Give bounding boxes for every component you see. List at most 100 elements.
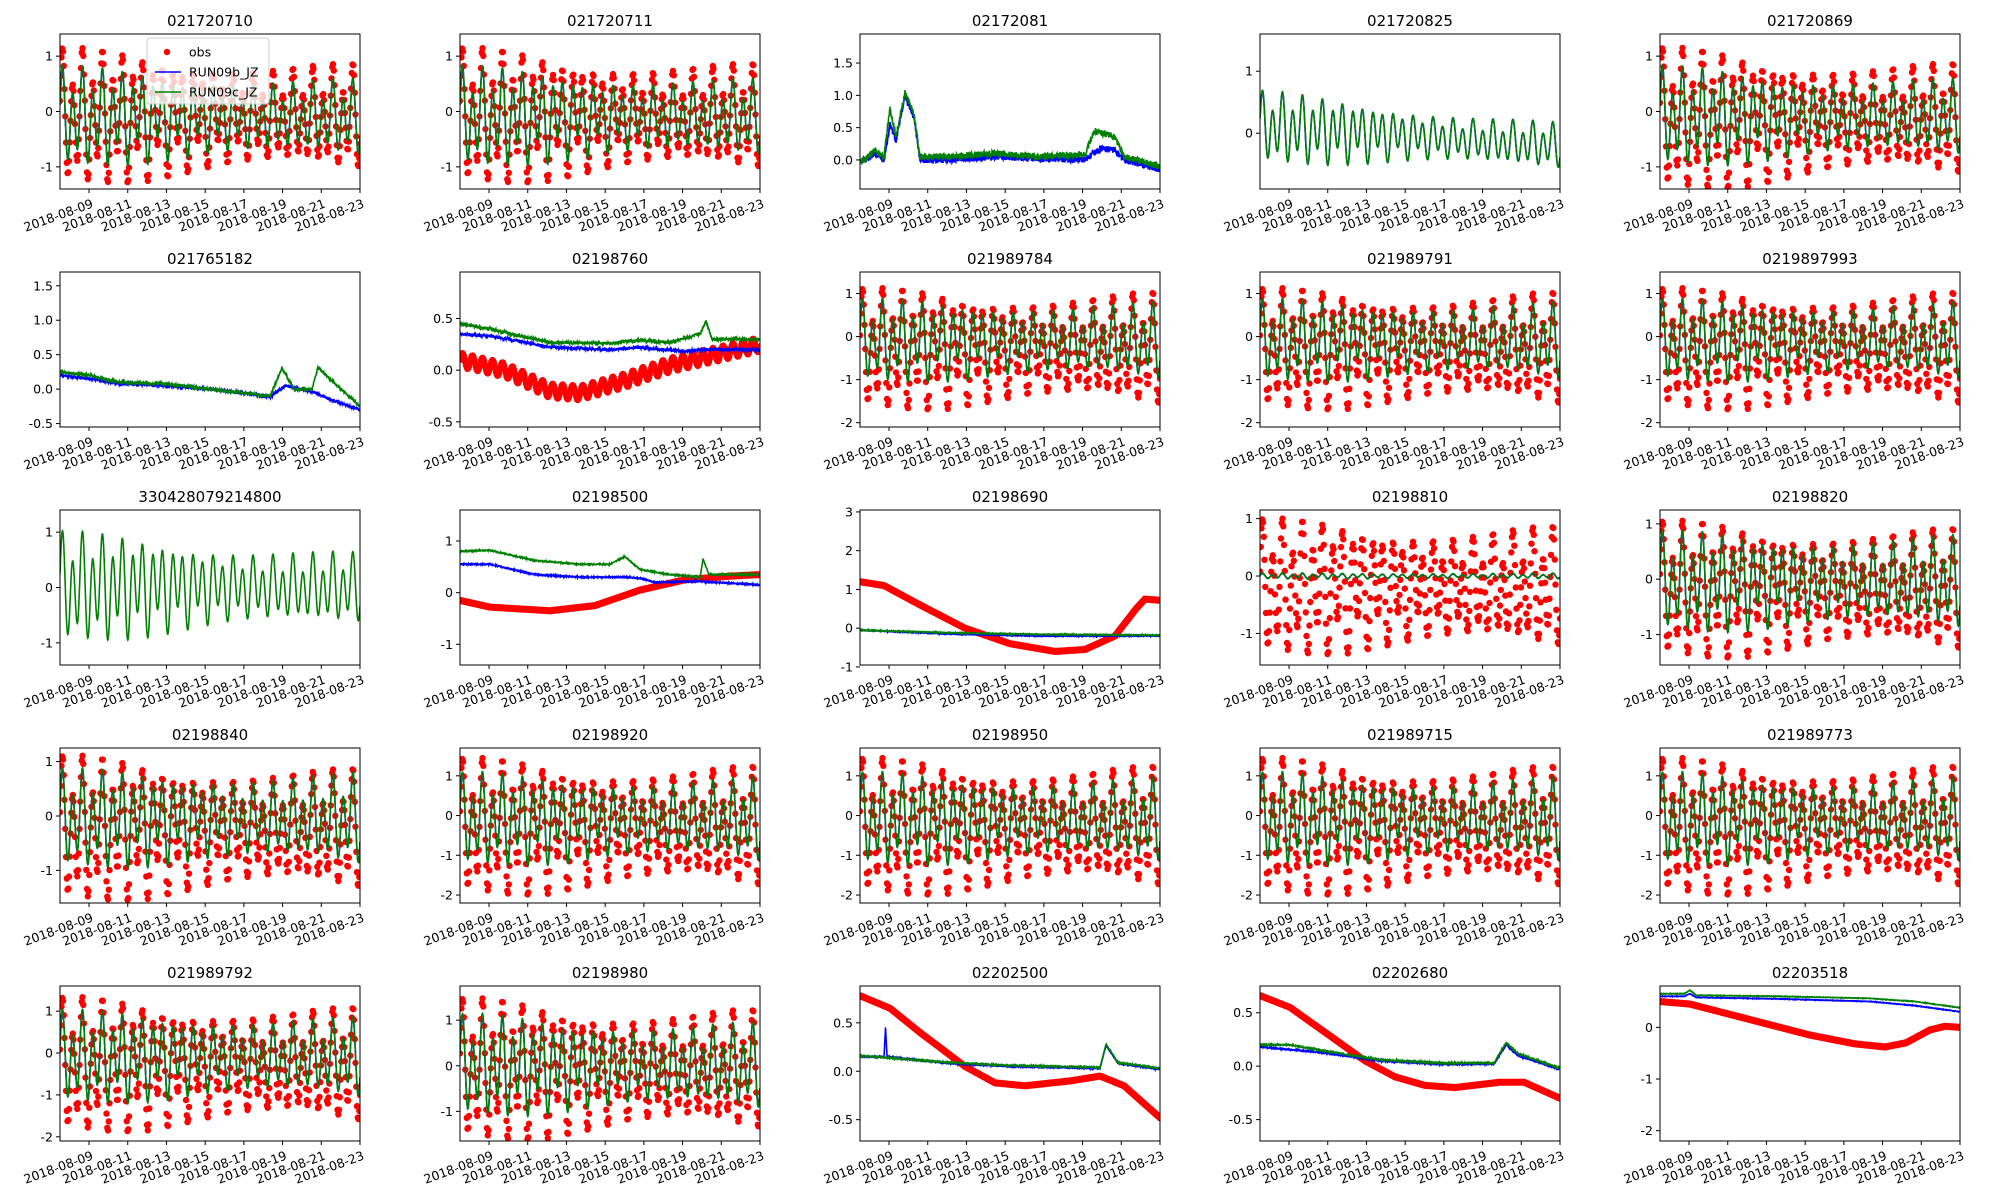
obs-point [1301,553,1307,559]
obs-point [1456,362,1462,368]
obs-point [1706,175,1712,181]
obs-point [139,59,145,65]
obs-point [1116,377,1122,383]
obs-point [1366,636,1372,642]
subplot-series-group [1657,518,1963,661]
obs-point [1830,72,1836,78]
obs-point [155,853,161,859]
obs-point [1850,72,1856,78]
obs-point [1290,550,1296,556]
obs-point [145,889,151,895]
obs-point [1367,595,1373,601]
obs-point [1339,528,1345,534]
y-tick-label: 1 [1645,286,1653,301]
obs-point [936,363,942,369]
y-tick-label: -1 [841,372,853,387]
obs-point [650,71,656,77]
obs-point [545,891,551,897]
obs-point [1700,521,1706,527]
y-tick-label: 1.5 [33,278,53,293]
obs-point [595,850,601,856]
obs-point [1356,598,1362,604]
y-tick-label: 0.0 [433,363,453,378]
obs-point [755,163,761,169]
obs-point [340,89,346,95]
obs-point [745,861,751,867]
obs-point [475,152,481,158]
obs-point [1300,519,1306,525]
obs-point [95,860,101,866]
obs-point [1770,306,1776,312]
obs-point [1796,364,1802,370]
obs-point [1393,598,1399,604]
obs-point [1725,183,1731,189]
subplot-series-group [1257,515,1563,657]
obs-point [1415,609,1421,615]
obs-point [1946,143,1952,149]
y-tick-label: 0 [45,580,53,595]
obs-point [1715,368,1721,374]
obs-point [1279,515,1285,521]
obs-point [1450,304,1456,310]
obs-point [1486,600,1492,606]
obs-point [1456,371,1462,377]
y-tick-label: 0 [45,104,53,119]
obs-point [323,853,329,859]
obs-point [1287,605,1293,611]
subplot-series-group [57,753,363,904]
obs-point [596,844,602,850]
obs-point [1846,375,1852,381]
obs-point [500,758,506,764]
y-tick-label: 0.0 [833,152,853,167]
obs-point [1351,546,1357,552]
y-tick-label: 1 [845,286,853,301]
obs-point [1296,598,1302,604]
obs-point [1303,390,1309,396]
obs-point [585,166,591,172]
obs-point [1730,78,1736,84]
subplot-330428079214800: 330428079214800-1012018-08-092018-08-112… [22,488,366,711]
obs-point [1345,644,1351,650]
obs-point [1453,581,1459,587]
obs-point [1305,650,1311,656]
obs-point [1745,647,1751,653]
obs-point [1396,604,1402,610]
obs-point [1715,142,1721,148]
obs-point [926,393,932,399]
obs-point [1270,552,1276,558]
y-tick-label: 1 [445,768,453,783]
obs-point [583,860,589,866]
obs-point [100,49,106,55]
obs-point [1665,174,1671,180]
obs-point [1315,609,1321,615]
obs-point [1525,383,1531,389]
y-tick-label: 0 [845,621,853,636]
obs-point [245,153,251,159]
obs-point [965,402,971,408]
obs-point [1885,156,1891,162]
y-tick-label: 3 [845,504,853,519]
obs-point [1267,609,1273,615]
obs-point [665,868,671,874]
obs-point [1805,395,1811,401]
obs-point [330,61,336,67]
obs-point [1426,607,1432,613]
obs-point [94,153,100,159]
obs-point [1846,618,1852,624]
obs-point [186,871,192,877]
obs-point [1396,592,1402,598]
obs-point [1930,61,1936,67]
subplot-series-group [857,755,1163,898]
obs-point [215,137,221,143]
obs-point [1550,525,1556,531]
obs-point [1674,162,1680,168]
obs-point [1756,358,1762,364]
obs-point [1431,545,1437,551]
obs-point [1145,381,1151,387]
obs-point [245,870,251,876]
obs-point [1351,559,1357,565]
y-tick-label: 0 [1645,329,1653,344]
obs-point [490,79,496,85]
obs-point [1446,615,1452,621]
obs-point [1715,377,1721,383]
